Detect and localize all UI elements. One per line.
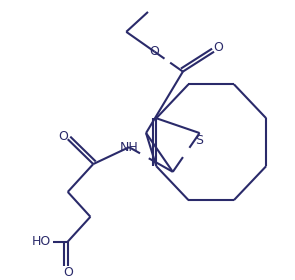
Text: HO: HO	[32, 235, 51, 248]
Text: O: O	[59, 130, 68, 143]
Text: O: O	[150, 45, 160, 58]
Text: NH: NH	[120, 141, 138, 154]
Text: O: O	[63, 265, 73, 279]
Text: S: S	[196, 134, 204, 146]
Text: O: O	[213, 41, 223, 54]
